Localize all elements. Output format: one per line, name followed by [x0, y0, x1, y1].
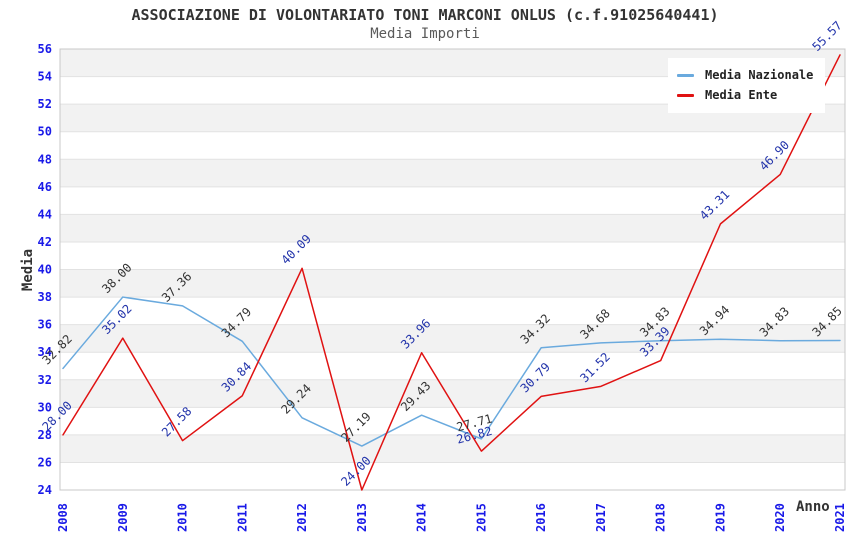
x-tick-label: 2016 — [534, 503, 548, 532]
grid-band — [60, 131, 845, 160]
x-tick-label: 2020 — [773, 503, 787, 532]
x-tick-label: 2018 — [654, 503, 668, 532]
x-tick-label: 2015 — [474, 503, 488, 532]
x-tick-label: 2021 — [833, 503, 847, 532]
y-tick-label: 32 — [38, 373, 52, 387]
y-tick-label: 38 — [38, 290, 52, 304]
legend-line-swatch-nazionale-icon — [677, 73, 694, 77]
x-tick-label: 2010 — [176, 503, 190, 532]
grid-band — [60, 186, 845, 215]
y-tick-label: 56 — [38, 42, 52, 56]
y-tick-label: 50 — [38, 125, 52, 139]
y-tick-label: 40 — [38, 263, 52, 277]
y-tick-label: 28 — [38, 428, 52, 442]
y-tick-label: 36 — [38, 318, 52, 332]
plot-border — [59, 48, 846, 491]
y-tick-label: 30 — [38, 400, 52, 414]
legend-line-swatch-ente-icon — [677, 93, 694, 97]
grid-band — [60, 324, 845, 353]
series-line-media-nazionale — [62, 296, 841, 447]
grid-band — [60, 269, 845, 298]
legend-label-media-ente: Media Ente — [705, 88, 778, 102]
grid-band — [60, 407, 845, 435]
chart-subtitle: Media Importi — [370, 26, 480, 42]
y-tick-label: 48 — [38, 152, 52, 166]
grid-band — [60, 241, 845, 270]
x-tick-label: 2017 — [594, 503, 608, 532]
x-tick-label: 2008 — [56, 503, 70, 532]
y-tick-label: 24 — [38, 483, 52, 497]
x-axis-title: Anno — [796, 499, 830, 515]
grid-band — [60, 159, 845, 187]
x-tick-label: 2014 — [415, 503, 429, 532]
y-tick-label: 52 — [38, 97, 52, 111]
grid-band — [60, 352, 845, 380]
legend: Media Nazionale Media Ente — [668, 58, 826, 113]
x-tick-label: 2013 — [355, 503, 369, 532]
y-tick-label: 54 — [38, 70, 52, 84]
x-tick-label: 2009 — [116, 503, 130, 532]
y-axis-title: Media — [20, 248, 36, 292]
grid-band — [60, 462, 845, 490]
legend-item-media-ente[interactable]: Media Ente — [677, 85, 813, 105]
chart-title: ASSOCIAZIONE DI VOLONTARIATO TONI MARCON… — [131, 6, 719, 24]
legend-item-media-nazionale[interactable]: Media Nazionale — [677, 65, 813, 85]
grid-band — [60, 434, 845, 463]
x-tick-label: 2012 — [295, 503, 309, 532]
series-line-media-ente — [62, 54, 841, 491]
y-tick-label: 42 — [38, 235, 52, 249]
y-tick-label: 34 — [38, 345, 52, 359]
x-tick-label: 2019 — [713, 503, 727, 532]
y-tick-label: 26 — [38, 455, 52, 469]
y-tick-label: 44 — [38, 207, 52, 221]
x-tick-label: 2011 — [235, 503, 249, 532]
legend-label-media-nazionale: Media Nazionale — [705, 68, 814, 82]
y-tick-label: 46 — [38, 180, 52, 194]
